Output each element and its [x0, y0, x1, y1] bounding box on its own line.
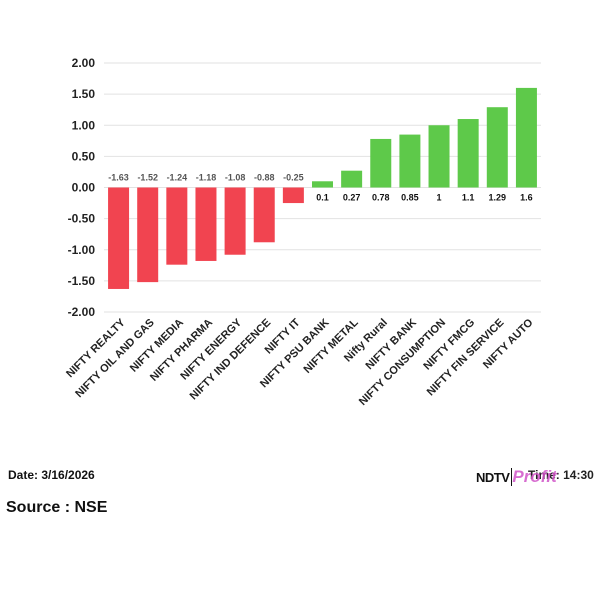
data-label: -1.08 [225, 173, 246, 183]
bar [399, 134, 421, 188]
y-tick-label: -1.00 [68, 243, 96, 257]
data-label: -1.24 [167, 173, 188, 183]
data-label: 0.78 [372, 193, 390, 203]
date-label: Date: 3/16/2026 [8, 468, 95, 482]
source-label: Source : NSE [6, 499, 108, 516]
data-label: 1.1 [462, 193, 475, 203]
data-label: 0.1 [316, 193, 329, 203]
data-label: 1.29 [489, 193, 507, 203]
bar [515, 87, 537, 188]
data-label: -0.25 [283, 173, 304, 183]
y-tick-label: -2.00 [68, 305, 96, 319]
data-label: -1.18 [196, 173, 217, 183]
y-axis-ticks: 2.00 1.50 1.00 0.50 0.00 -0.50 -1.00 -1.50 -2.00 [68, 56, 96, 319]
logo-ndtv-text: NDTV [476, 469, 511, 485]
ndtv-profit-logo: NDTV Profit [476, 466, 557, 488]
data-label: 1.6 [520, 193, 533, 203]
bars [108, 87, 537, 289]
data-labels: -1.63 -1.52 -1.24 -1.18 -1.08 -0.88 -0.25 0.1 0.… [108, 173, 532, 203]
data-label: 1 [437, 193, 442, 203]
data-label: -1.52 [137, 173, 158, 183]
bar [341, 170, 363, 188]
bar [428, 125, 450, 188]
bar [137, 187, 159, 283]
bar [108, 187, 130, 289]
bar [457, 119, 479, 188]
logo-divider [511, 468, 513, 486]
y-tick-label: 1.00 [72, 118, 96, 132]
data-label: 0.27 [343, 193, 361, 203]
y-tick-label: 0.00 [72, 181, 96, 195]
bar [195, 187, 217, 261]
bar [166, 187, 188, 265]
y-tick-label: -0.50 [68, 212, 96, 226]
y-tick-label: 2.00 [72, 56, 96, 70]
data-label: -0.88 [254, 173, 275, 183]
logo-profit-text: Profit [512, 467, 557, 486]
y-tick-label: 1.50 [72, 87, 96, 101]
bar [253, 187, 275, 243]
data-label: 0.85 [401, 193, 419, 203]
y-tick-label: 0.50 [72, 149, 96, 163]
bar [224, 187, 246, 255]
time-label: Time: 14:30 [528, 468, 594, 482]
bar [282, 187, 304, 204]
y-tick-label: -1.50 [68, 274, 96, 288]
chart: 2.00 1.50 1.00 0.50 0.00 -0.50 -1.00 -1.50 -2.00… [64, 56, 541, 408]
data-label: -1.63 [108, 173, 129, 183]
bar [312, 181, 333, 188]
bar [370, 138, 392, 188]
bar [486, 107, 508, 188]
